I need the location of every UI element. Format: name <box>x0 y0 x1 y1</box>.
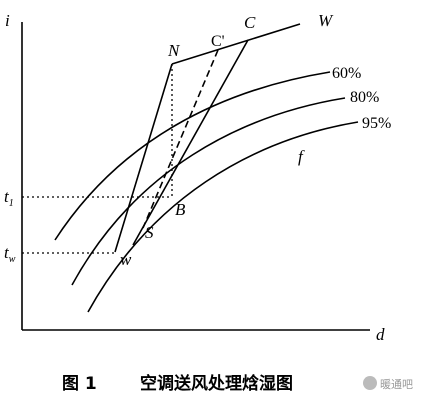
process-line <box>114 63 173 253</box>
curve-60 <box>54 71 331 241</box>
curve-label: 95% <box>362 115 391 132</box>
point-label: S <box>145 223 154 242</box>
watermark-icon <box>363 376 377 390</box>
line-w <box>171 23 301 65</box>
tick-label: tw <box>4 243 16 265</box>
caption-title: 空调送风处理焓湿图 <box>140 373 293 394</box>
curve-label: 60% <box>332 65 361 82</box>
y-axis-label: i <box>5 11 10 30</box>
watermark: 暖通吧 <box>380 378 413 391</box>
process-line <box>132 39 249 246</box>
point-label: B <box>175 200 186 219</box>
point-label: C <box>244 13 256 32</box>
curve-label: 80% <box>350 89 379 106</box>
point-label: w <box>120 250 132 269</box>
point-label: N <box>167 41 181 60</box>
line-w-label: W <box>318 11 334 30</box>
curve-80 <box>71 97 346 286</box>
line-f-label: f <box>298 147 305 166</box>
curve-95 <box>87 121 359 313</box>
x-axis-label: d <box>376 325 385 344</box>
dashed-line <box>142 49 219 229</box>
caption-number: 图 1 <box>62 374 97 394</box>
point-label: C' <box>211 33 225 50</box>
tick-label: t1 <box>4 187 14 209</box>
